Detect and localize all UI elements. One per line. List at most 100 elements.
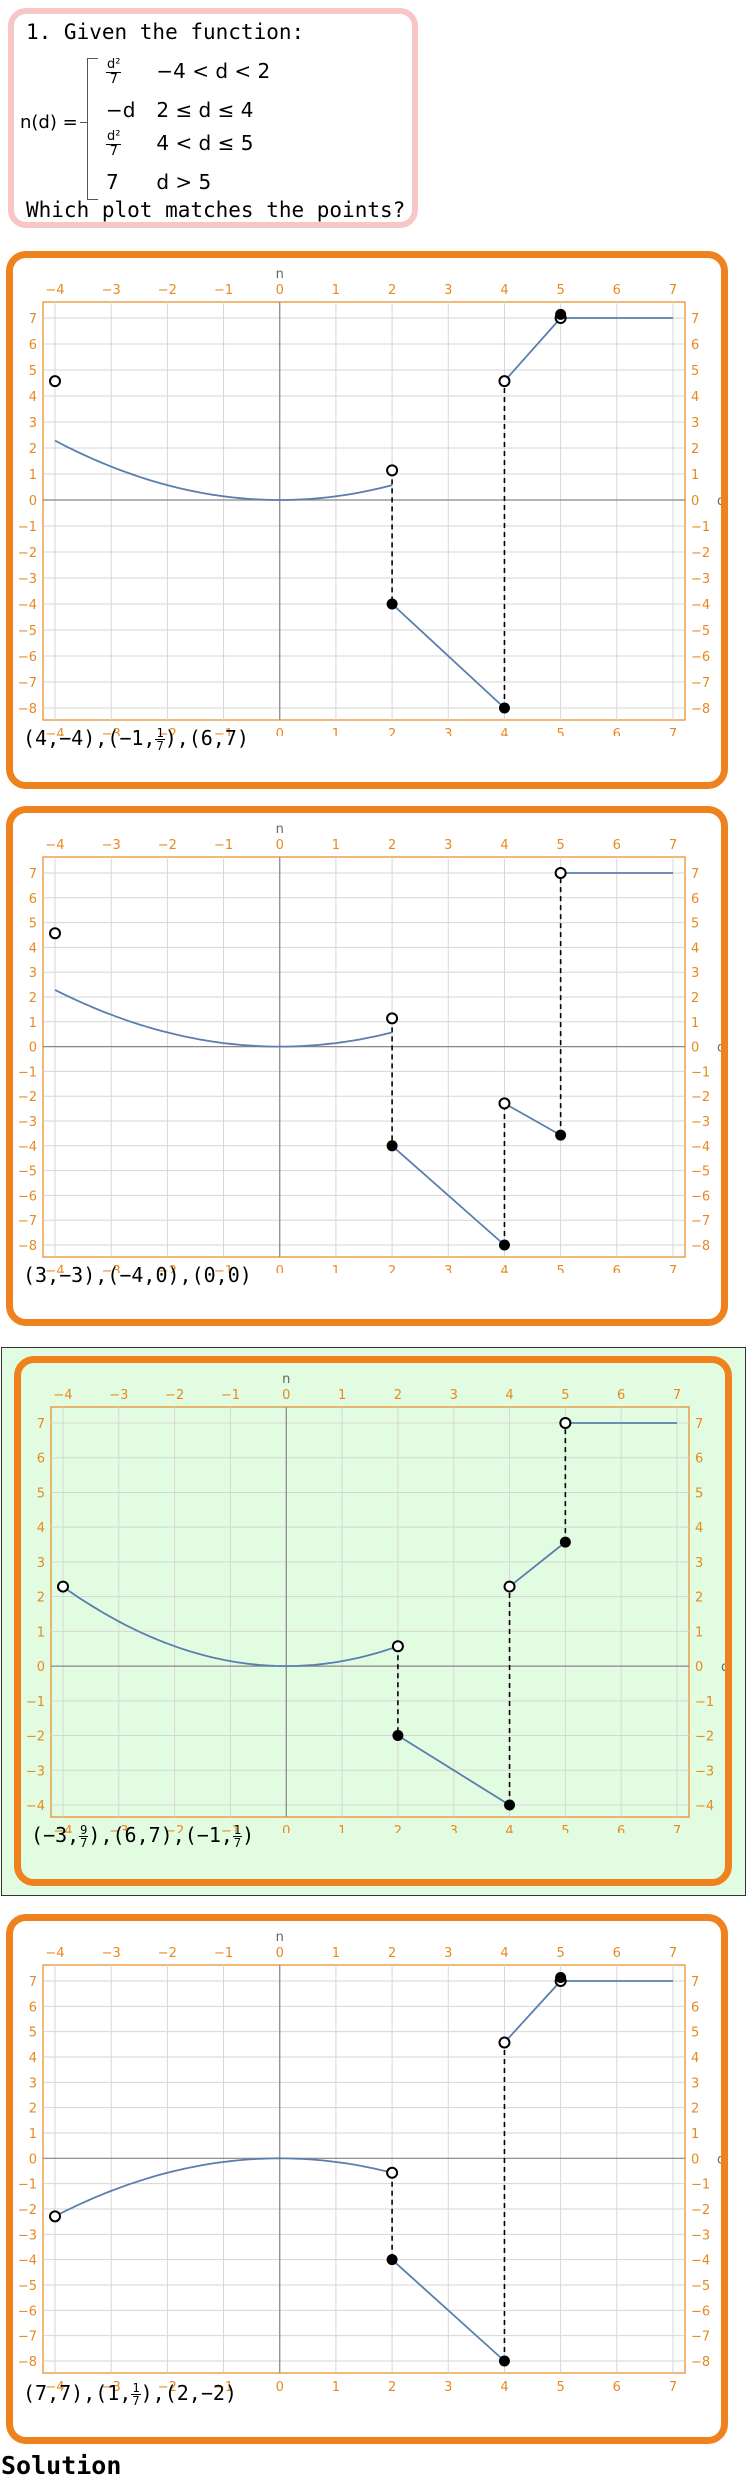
y-tick-label-left: 7 <box>29 867 37 882</box>
y-tick-label-right: −1 <box>691 2178 710 2193</box>
y-tick-label-left: 4 <box>37 1521 45 1536</box>
y-tick-label-left: −2 <box>18 1090 37 1105</box>
closed-point <box>504 1799 516 1811</box>
closed-point <box>555 1129 567 1141</box>
x-tick-label-top: 2 <box>388 1946 396 1961</box>
x-tick-label-top: 1 <box>332 838 340 853</box>
x-tick-label-top: −4 <box>45 838 64 853</box>
closed-point <box>386 1140 398 1152</box>
x-tick-label-top: −2 <box>158 838 177 853</box>
x-tick-label-top: 4 <box>505 1388 513 1403</box>
x-tick-label-top: −1 <box>214 1946 233 1961</box>
y-tick-label-left: 0 <box>29 494 37 509</box>
x-tick-label-top: −2 <box>158 1946 177 1961</box>
x-tick-label-top: 1 <box>332 1946 340 1961</box>
x-tick-label-bottom: −1 <box>214 2380 233 2391</box>
x-tick-label-bottom: −2 <box>165 1824 184 1833</box>
x-tick-label-top: 7 <box>669 283 677 298</box>
y-tick-label-right: −6 <box>691 2304 710 2319</box>
x-tick-label-top: 5 <box>556 838 564 853</box>
x-tick-label-bottom: −2 <box>158 727 177 736</box>
open-point <box>503 1580 516 1593</box>
x-tick-label-bottom: 1 <box>332 1264 340 1273</box>
x-tick-label-top: 6 <box>613 1946 621 1961</box>
x-tick-label-bottom: −2 <box>158 2380 177 2391</box>
y-tick-label-left: 2 <box>37 1591 45 1606</box>
closed-point <box>498 2355 510 2367</box>
function-segment <box>503 317 562 382</box>
x-tick-label-bottom: 5 <box>556 2380 564 2391</box>
x-tick-label-bottom: −1 <box>221 1824 240 1833</box>
plot-frame <box>42 301 686 721</box>
y-axis-name: n <box>282 1372 290 1387</box>
y-tick-label-right: 4 <box>695 1521 703 1536</box>
y-tick-label-left: −4 <box>18 598 37 613</box>
answer-option-3[interactable]: −4 −4 −3 −3 −2 −2 −1 −1 0 0 1 1 2 2 3 3 4 4 5 5 6 6 7 7 −4 −4 −3 −3… <box>14 1356 732 1886</box>
open-point <box>498 2036 511 2049</box>
closed-point <box>498 702 510 714</box>
y-tick-label-right: −6 <box>691 650 710 665</box>
x-tick-label-top: 2 <box>394 1388 402 1403</box>
answer-option-4[interactable]: −4 −4 −3 −3 −2 −2 −1 −1 0 0 1 1 2 2 3 3 4 4 5 5 6 6 7 7 −8 −8 −7 −7… <box>6 1914 728 2444</box>
y-tick-label-right: 4 <box>691 390 699 405</box>
x-tick-label-bottom: −4 <box>53 1824 72 1833</box>
answer-option-2[interactable]: −4 −4 −3 −3 −2 −2 −1 −1 0 0 1 1 2 2 3 3 4 4 5 5 6 6 7 7 −8 −8 −7 −7… <box>6 806 728 1326</box>
x-tick-label-bottom: −4 <box>45 2380 64 2391</box>
x-tick-label-top: 4 <box>500 1946 508 1961</box>
function-segment <box>391 1145 506 1246</box>
open-point <box>49 2210 61 2223</box>
x-tick-label-bottom: −3 <box>102 1264 121 1273</box>
x-tick-label-bottom: 0 <box>276 727 284 736</box>
y-axis-name: n <box>276 822 284 837</box>
piecewise-case-2: −d 2 ≤ d ≤ 4 <box>106 98 254 122</box>
y-tick-label-left: 2 <box>29 2102 37 2117</box>
x-tick-label-bottom: 6 <box>613 1264 621 1273</box>
y-tick-label-right: 2 <box>695 1591 703 1606</box>
x-tick-label-bottom: 6 <box>613 2380 621 2391</box>
y-tick-label-left: 3 <box>29 416 37 431</box>
case-condition: 4 < d ≤ 5 <box>156 131 254 155</box>
x-tick-label-bottom: 7 <box>669 2380 677 2391</box>
y-tick-label-left: 4 <box>29 2051 37 2066</box>
closed-point <box>498 1239 510 1251</box>
x-tick-label-bottom: 2 <box>388 727 396 736</box>
y-tick-label-right: −7 <box>691 1214 710 1229</box>
x-tick-label-top: −4 <box>53 1388 72 1403</box>
y-tick-label-right: −3 <box>691 2228 710 2243</box>
plot-frame <box>50 1406 690 1818</box>
y-tick-label-right: −2 <box>691 546 710 561</box>
x-axis-name: d <box>717 494 721 509</box>
y-tick-label-right: −3 <box>691 572 710 587</box>
x-tick-label-top: −1 <box>214 283 233 298</box>
y-tick-label-right: −4 <box>691 2254 710 2269</box>
x-tick-label-bottom: 0 <box>282 1824 290 1833</box>
x-tick-label-bottom: −3 <box>109 1824 128 1833</box>
y-tick-label-left: 5 <box>37 1486 45 1501</box>
x-tick-label-top: −3 <box>102 838 121 853</box>
y-tick-label-right: −8 <box>691 2355 710 2370</box>
option-points-text: (7,7),(1, 1 7),(2,−2) <box>23 2381 237 2408</box>
y-tick-label-right: 3 <box>691 2076 699 2091</box>
question-card: 1. Given the function: n(d) = d² 7 −4 < d… <box>8 8 418 228</box>
x-tick-label-bottom: −2 <box>158 1264 177 1273</box>
y-tick-label-left: 4 <box>29 941 37 956</box>
y-tick-label-left: −1 <box>18 520 37 535</box>
x-tick-label-bottom: 1 <box>332 727 340 736</box>
piecewise-brace <box>87 58 98 200</box>
y-tick-label-right: 6 <box>691 338 699 353</box>
closed-point <box>392 1730 404 1742</box>
y-tick-label-right: −4 <box>691 598 710 613</box>
open-point <box>559 1417 572 1429</box>
y-tick-label-right: 3 <box>691 416 699 431</box>
y-tick-label-left: 1 <box>29 468 37 483</box>
x-tick-label-bottom: 7 <box>669 1264 677 1273</box>
open-point <box>386 464 399 477</box>
answer-option-1[interactable]: −4 −4 −3 −3 −2 −2 −1 −1 0 0 1 1 2 2 3 3 4 4 5 5 6 6 7 7 −8 −8 −7 −7… <box>6 251 728 789</box>
y-tick-label-left: 7 <box>37 1417 45 1432</box>
x-tick-label-bottom: 2 <box>388 2380 396 2391</box>
x-tick-label-top: 0 <box>282 1388 290 1403</box>
open-point <box>498 1097 511 1110</box>
x-tick-label-bottom: −1 <box>214 1264 233 1273</box>
y-tick-label-left: −7 <box>18 676 37 691</box>
